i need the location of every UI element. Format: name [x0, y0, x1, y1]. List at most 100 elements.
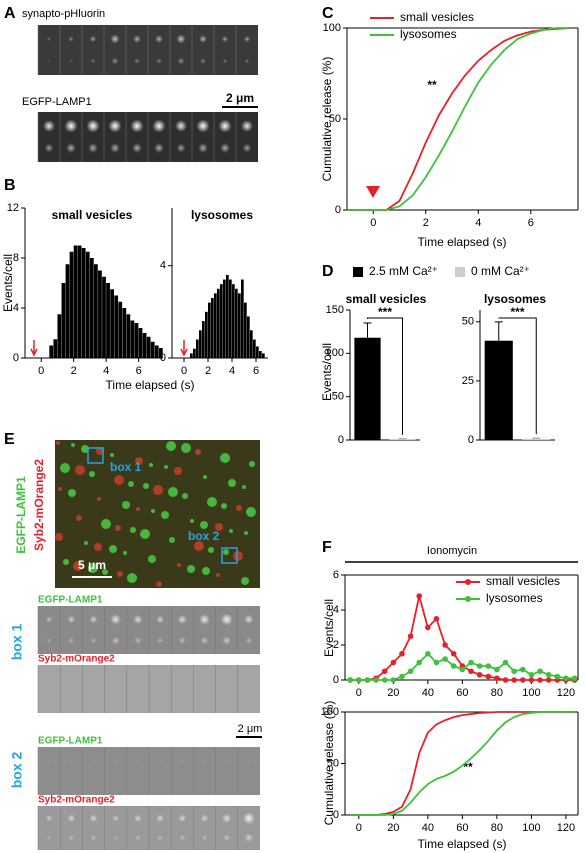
y-tick-label: 0	[468, 434, 474, 446]
spot	[68, 637, 75, 644]
spot	[247, 759, 251, 762]
histogram-bar	[142, 333, 147, 358]
marker	[485, 663, 492, 669]
histogram-bar	[217, 288, 220, 358]
x-tick-label: 6	[136, 365, 142, 377]
marker	[416, 593, 423, 599]
spot	[221, 503, 227, 509]
y-tick-label: 50	[462, 316, 474, 328]
line-series	[350, 711, 575, 816]
marker	[468, 668, 474, 675]
y-axis-label: Events/cell	[1, 254, 15, 312]
spot	[159, 677, 162, 680]
spot	[48, 780, 51, 783]
significance-bracket	[367, 317, 403, 435]
spot	[114, 475, 124, 485]
y-axis-label: Cumulative release (%)	[320, 57, 334, 182]
chart-title: small vesicles	[346, 292, 427, 306]
marker	[563, 675, 569, 682]
spot	[201, 834, 208, 841]
spot	[242, 812, 255, 825]
strip-label: EGFP-LAMP1	[38, 595, 103, 606]
marker	[519, 666, 526, 673]
spot	[115, 525, 121, 531]
panel-letter: C	[322, 5, 334, 22]
channel-label: Syb2-mOrange2	[32, 459, 46, 551]
y-tick-label: 50	[332, 391, 344, 403]
error-bar	[363, 322, 372, 338]
spot	[168, 487, 178, 497]
spot	[137, 698, 139, 701]
error-bar	[532, 437, 541, 439]
spot	[181, 443, 191, 453]
spot	[111, 636, 120, 645]
spot	[134, 637, 142, 644]
x-tick-label: 0	[356, 687, 362, 699]
spot	[244, 614, 254, 625]
histogram-bar	[220, 284, 223, 358]
spot	[200, 521, 208, 529]
strip-label: Syb2-mOrange2	[38, 654, 115, 665]
spot	[241, 120, 253, 132]
spot	[164, 465, 168, 469]
x-tick-label: 60	[456, 822, 468, 834]
y-tick-label: 0	[333, 809, 339, 821]
spot	[174, 467, 182, 475]
spot	[128, 481, 134, 487]
marker	[399, 650, 405, 657]
histogram-bar	[211, 298, 214, 358]
spot	[198, 143, 208, 153]
legend-label: small vesicles	[400, 10, 474, 24]
spot	[244, 58, 250, 64]
marker	[390, 677, 397, 683]
histogram-bar	[256, 346, 259, 358]
spot	[243, 35, 251, 43]
spot	[187, 565, 195, 573]
y-tick-label: 0	[160, 352, 166, 364]
spot	[68, 489, 76, 497]
spot	[71, 443, 75, 447]
marker	[450, 663, 457, 669]
spot	[222, 58, 228, 64]
spot	[133, 814, 142, 823]
chart-title: lysosomes	[191, 208, 253, 222]
x-axis-label: Time elapsed (s)	[418, 837, 507, 851]
histogram-bar	[69, 251, 74, 358]
spot	[182, 493, 188, 499]
spot	[70, 698, 73, 701]
histogram-bar	[94, 264, 98, 358]
spot	[130, 527, 136, 533]
marker	[537, 677, 543, 683]
legend-label: 2.5 mM Ca²⁺	[369, 264, 438, 278]
spot	[190, 519, 194, 523]
spot	[58, 487, 62, 491]
spot	[109, 545, 117, 553]
x-axis-label: Time elapsed (s)	[418, 235, 507, 249]
spot	[48, 677, 51, 680]
x-tick-label: 120	[557, 822, 575, 834]
marker	[494, 666, 500, 673]
spot	[233, 551, 243, 561]
bar	[522, 438, 551, 440]
y-tick-label: 100	[321, 706, 339, 718]
spot	[247, 780, 250, 783]
spot	[166, 441, 176, 451]
histogram-bar	[57, 314, 62, 358]
marker	[433, 615, 440, 622]
spot	[208, 547, 214, 553]
panel-letter: E	[4, 431, 15, 448]
spot	[181, 698, 184, 701]
histogram-bar	[193, 348, 196, 358]
spot	[81, 445, 89, 453]
x-tick-label: 60	[456, 687, 468, 699]
spot	[203, 475, 207, 479]
spot	[156, 615, 165, 624]
histogram-bar	[138, 328, 143, 358]
histogram-bar	[214, 293, 217, 358]
spot	[151, 509, 155, 513]
marker	[545, 677, 552, 683]
channel-label: EGFP-LAMP1	[14, 476, 28, 554]
spot	[249, 461, 255, 467]
annotation: ***	[510, 305, 524, 319]
stimulus-arrow	[366, 186, 380, 198]
